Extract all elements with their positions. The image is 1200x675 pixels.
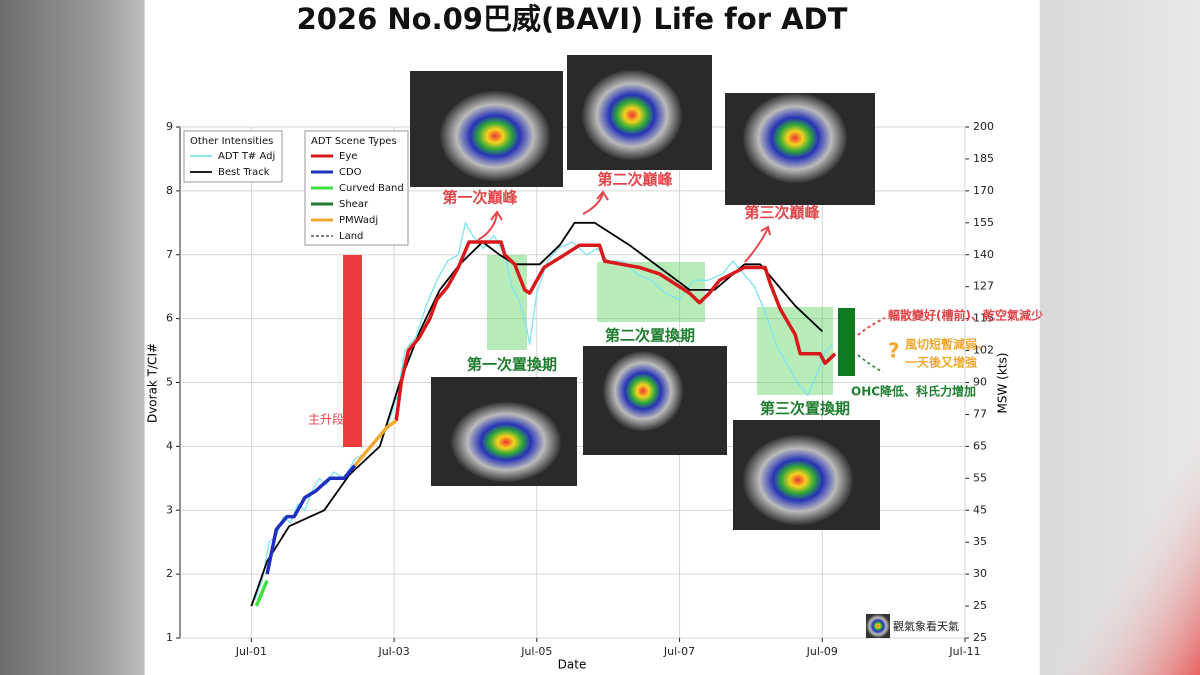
x-tick-label: Jul-01 [235,645,267,658]
legend-title: Other Intensities [190,136,273,147]
legend-label: ADT T# Adj [218,151,275,162]
x-tick-label: Jul-11 [948,645,980,658]
y-tick-label: 9 [166,120,173,133]
y2-tick-label: 65 [973,439,987,452]
y-tick-label: 3 [166,503,173,516]
legend-label: Shear [339,199,369,210]
x-tick-label: Jul-09 [806,645,838,658]
legend-label: Eye [339,151,357,162]
arrows [857,354,884,373]
y2-tick-label: 90 [973,376,987,389]
annotation: 第三次置換期 [760,400,850,418]
x-axis-label: Date [558,658,587,672]
satellite-images [410,55,880,530]
series-line [353,419,398,467]
y2-tick-label: 127 [973,280,994,293]
arrows [477,190,886,336]
legend-label: Curved Band [339,183,404,194]
y-tick-label: 5 [166,376,173,389]
y-tick-label: 8 [166,184,173,197]
watermark: 觀氣象看天氣 [893,619,959,633]
y2-tick-label: 25 [973,631,987,644]
background-blur [1040,400,1200,675]
main-rise-bar [343,255,362,447]
watermark-icon [866,614,890,638]
legend-title: ADT Scene Types [311,136,397,147]
legend-label: CDO [339,167,362,178]
annotation: OHC降低、科氏力增加 [851,384,976,399]
y-axis-label: Dvorak T/CI# [146,343,160,423]
y2-tick-label: 170 [973,184,994,197]
x-tick-label: Jul-03 [377,645,409,658]
legend-label: PMWadj [339,215,378,226]
y2-tick-label: 30 [973,567,987,580]
y-tick-label: 7 [166,248,173,261]
x-tick-label: Jul-05 [520,645,552,658]
factor-bar [838,308,855,376]
y-tick-label: 4 [166,439,173,452]
y2-tick-label: 185 [973,152,994,165]
series-line [265,464,357,575]
annotation: 風切短暫減弱、 [905,337,989,352]
y2-tick-label: 140 [973,248,994,261]
erc-box [757,307,833,395]
y2-tick-label: 102 [973,344,994,357]
y2-tick-label: 200 [973,120,994,133]
y2-tick-label: 35 [973,535,987,548]
legend-label: Best Track [218,167,270,178]
y-tick-label: 2 [166,567,173,580]
annotation: 第一次置換期 [467,356,557,374]
y2-tick-label: 77 [973,407,987,420]
series-line [254,579,269,607]
annotation: 第二次巔峰 [597,171,673,189]
annotation: ? [888,339,900,363]
chart-title: 2026 No.09巴威(BAVI) Life for ADT [297,2,848,36]
series-line [394,240,837,422]
y2-tick-label: 25 [973,599,987,612]
y2-axis-label: MSW (kts) [996,353,1010,414]
erc-box [487,255,527,350]
annotation: 主升段 [308,412,344,427]
x-tick-label: Jul-07 [663,645,695,658]
y2-tick-label: 45 [973,503,987,516]
y2-tick-label: 55 [973,471,987,484]
annotation: 第一次巔峰 [442,189,518,207]
legend-label: Land [339,231,363,242]
y2-tick-label: 155 [973,216,994,229]
annotation: 一天後又增強 [905,355,977,370]
annotation: 輻散變好(槽前)、乾空氣減少 [888,308,1043,323]
annotation: 第三次巔峰 [744,204,820,222]
annotation: 第二次置換期 [605,327,695,345]
y-tick-label: 6 [166,312,173,325]
y2-tick-label: 115 [973,312,994,325]
y-tick-label: 1 [166,631,173,644]
